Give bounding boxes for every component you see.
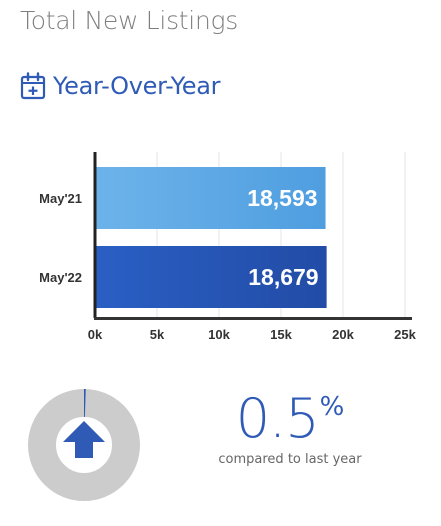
section-title: Year-Over-Year	[53, 72, 221, 100]
bar	[96, 167, 326, 229]
x-tick-label: 5k	[150, 327, 165, 342]
bar	[96, 246, 327, 308]
change-donut	[28, 389, 140, 501]
section-header: Year-Over-Year	[20, 70, 221, 102]
bar-value-label: 18,593	[247, 185, 317, 211]
bar-chart: 0k 5k 10k 15k 20k 25k 18,593 May'21 18,679 May'22	[39, 152, 417, 342]
category-label: May'21	[39, 191, 82, 206]
category-label: May'22	[39, 270, 82, 285]
change-summary: 0.5% compared to last year	[200, 392, 380, 468]
x-tick-label: 15k	[270, 327, 292, 342]
calendar-plus-icon	[20, 72, 46, 100]
bar-value-label: 18,679	[248, 264, 318, 290]
x-tick-label: 10k	[208, 327, 230, 342]
arrow-up-icon	[63, 421, 105, 458]
page-title: Total New Listings	[20, 6, 238, 35]
percent-sign: %	[319, 392, 345, 422]
x-tick-label: 25k	[394, 327, 416, 342]
x-tick-label: 0k	[88, 327, 103, 342]
x-tick-label: 20k	[332, 327, 354, 342]
compare-caption: compared to last year	[218, 452, 362, 467]
percent-change-value: 0.5	[235, 387, 320, 450]
